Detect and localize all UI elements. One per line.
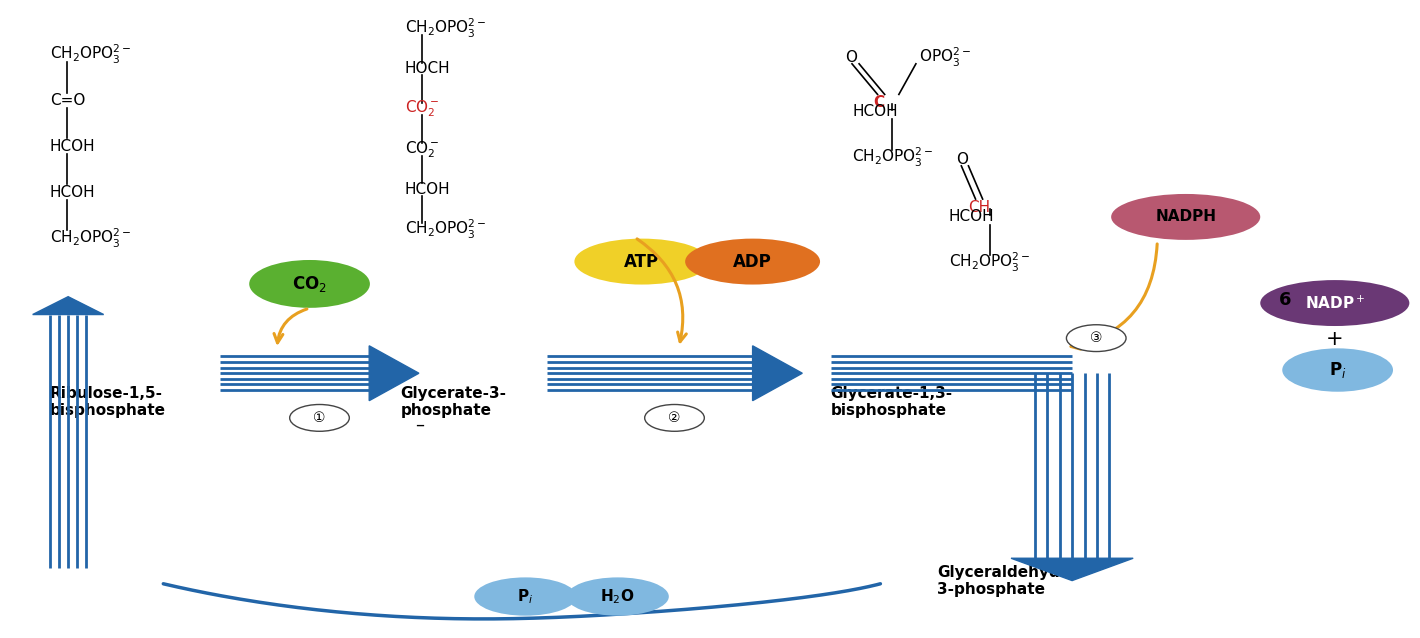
Text: CH$_2$OPO$_3^{2-}$: CH$_2$OPO$_3^{2-}$ bbox=[405, 218, 486, 241]
Text: Glyceraldehyde-
3-phosphate: Glyceraldehyde- 3-phosphate bbox=[937, 565, 1076, 597]
Ellipse shape bbox=[684, 239, 821, 285]
Text: CH$_2$OPO$_3^{2-}$: CH$_2$OPO$_3^{2-}$ bbox=[50, 226, 131, 249]
Text: CH$_2$OPO$_3^{2-}$: CH$_2$OPO$_3^{2-}$ bbox=[949, 251, 1030, 274]
Ellipse shape bbox=[474, 577, 577, 616]
Text: CH$_2$OPO$_3^{2-}$: CH$_2$OPO$_3^{2-}$ bbox=[50, 43, 131, 66]
Text: Ribulose-1,5-
bisphosphate: Ribulose-1,5- bisphosphate bbox=[50, 386, 166, 419]
Ellipse shape bbox=[1282, 348, 1393, 392]
Text: CO$_2^-$: CO$_2^-$ bbox=[405, 99, 439, 119]
Polygon shape bbox=[1011, 558, 1133, 581]
Text: ADP: ADP bbox=[733, 253, 772, 271]
Text: CO$_2$: CO$_2$ bbox=[293, 274, 327, 294]
Text: ③: ③ bbox=[1091, 331, 1102, 345]
Text: O: O bbox=[845, 50, 856, 65]
Ellipse shape bbox=[574, 239, 710, 285]
Text: C: C bbox=[873, 94, 885, 110]
Text: NADP$^+$: NADP$^+$ bbox=[1305, 294, 1365, 312]
Text: OPO$_3^{2-}$: OPO$_3^{2-}$ bbox=[919, 46, 971, 69]
Text: –: – bbox=[415, 415, 423, 433]
Text: Glycerate-3-
phosphate: Glycerate-3- phosphate bbox=[400, 386, 507, 419]
Text: CO$_2^-$: CO$_2^-$ bbox=[405, 139, 439, 160]
FancyArrowPatch shape bbox=[1071, 244, 1157, 349]
Ellipse shape bbox=[1112, 194, 1261, 240]
Text: CH: CH bbox=[968, 200, 991, 215]
Text: ①: ① bbox=[314, 411, 325, 425]
Text: O: O bbox=[956, 152, 967, 167]
Polygon shape bbox=[369, 346, 419, 401]
Text: CH$_2$OPO$_3^{2-}$: CH$_2$OPO$_3^{2-}$ bbox=[405, 17, 486, 40]
Text: P$_i$: P$_i$ bbox=[1329, 360, 1346, 380]
Ellipse shape bbox=[567, 577, 669, 616]
Text: P$_i$: P$_i$ bbox=[517, 587, 534, 606]
Text: CH$_2$OPO$_3^{2-}$: CH$_2$OPO$_3^{2-}$ bbox=[852, 146, 933, 169]
Text: NADPH: NADPH bbox=[1156, 209, 1216, 225]
Circle shape bbox=[645, 404, 704, 431]
Polygon shape bbox=[33, 297, 104, 315]
Text: HCOH: HCOH bbox=[405, 182, 450, 197]
FancyArrowPatch shape bbox=[638, 239, 686, 342]
Text: C=O: C=O bbox=[50, 93, 85, 108]
Text: ②: ② bbox=[669, 411, 680, 425]
Text: +: + bbox=[1326, 329, 1343, 350]
Text: Glycerate-1,3-
bisphosphate: Glycerate-1,3- bisphosphate bbox=[831, 386, 953, 419]
Polygon shape bbox=[753, 346, 802, 401]
Ellipse shape bbox=[250, 260, 371, 308]
Circle shape bbox=[1066, 325, 1126, 352]
FancyArrowPatch shape bbox=[274, 309, 307, 343]
Text: H$_2$O: H$_2$O bbox=[601, 587, 635, 606]
Text: HCOH: HCOH bbox=[50, 184, 95, 200]
Text: 6: 6 bbox=[1279, 291, 1291, 309]
Text: HCOH: HCOH bbox=[949, 209, 994, 225]
Text: HOCH: HOCH bbox=[405, 61, 450, 77]
Text: HCOH: HCOH bbox=[852, 104, 897, 119]
Ellipse shape bbox=[1261, 280, 1409, 326]
Circle shape bbox=[290, 404, 349, 431]
Text: ATP: ATP bbox=[625, 253, 659, 271]
Text: HCOH: HCOH bbox=[50, 138, 95, 154]
